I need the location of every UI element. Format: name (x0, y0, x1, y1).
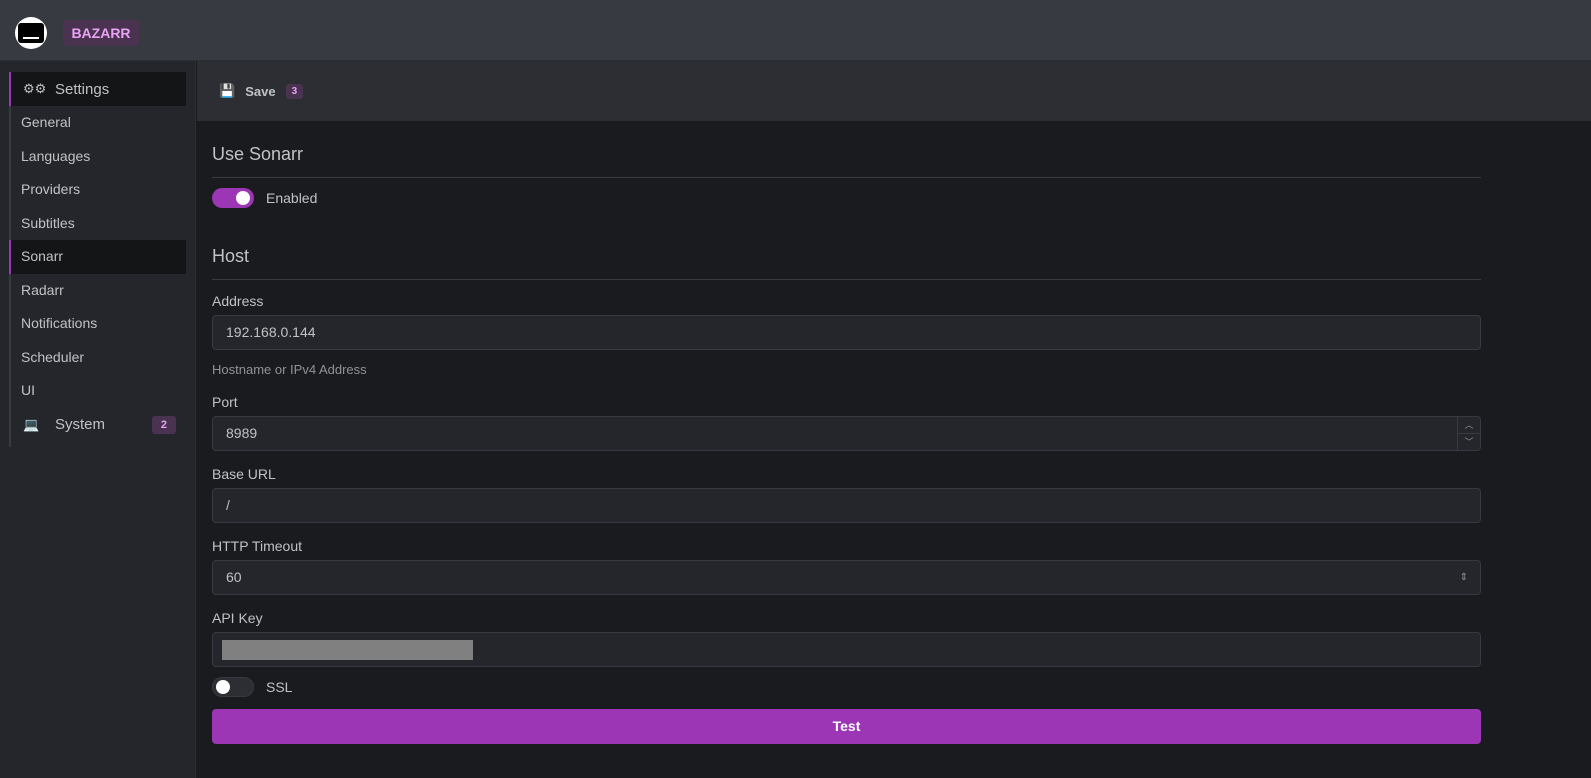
api-key-input[interactable] (212, 632, 1481, 667)
decrement-icon[interactable]: ﹀ (1464, 436, 1474, 447)
sidebar-item-radarr[interactable]: Radarr (21, 281, 64, 298)
sidebar-item-scheduler[interactable]: Scheduler (21, 348, 85, 365)
address-label: Address (212, 293, 264, 309)
sidebar-group-settings[interactable]: ⚙⚙ Settings (9, 72, 186, 106)
ssl-toggle[interactable] (212, 677, 254, 697)
base-url-label: Base URL (212, 466, 276, 482)
base-url-input[interactable]: / (212, 488, 1481, 523)
address-hint: Hostname or IPv4 Address (212, 362, 367, 377)
sidebar-item-general[interactable]: General (21, 114, 71, 130)
sidebar-item-providers[interactable]: Providers (21, 181, 81, 197)
sidebar-item-subtitles[interactable]: Subtitles (21, 214, 75, 231)
sidebar-group-label: System (55, 416, 106, 433)
section-title-host: Host (212, 246, 1481, 280)
toolbar: 💾 Save 3 (197, 61, 1591, 121)
save-button[interactable]: 💾 Save 3 (219, 83, 304, 99)
sidebar-item-sonarr[interactable]: Sonarr (9, 240, 186, 274)
sidebar-group-label: Settings (55, 80, 110, 98)
sidebar-item-ui[interactable]: UI (21, 382, 35, 398)
updown-icon: ⇕ (1459, 572, 1468, 583)
floppy-icon: 💾 (219, 83, 236, 98)
enabled-label: Enabled (266, 190, 318, 206)
sidebar: ⚙⚙ Settings General Languages Providers S… (0, 61, 196, 778)
brand-badge[interactable]: BAZARR (63, 20, 139, 46)
redacted-key (222, 640, 473, 660)
timeout-value: 60 (226, 569, 242, 585)
sonarr-settings: Use Sonarr Enabled Host Address 192.168.… (212, 121, 1481, 744)
sidebar-item-notifications[interactable]: Notifications (21, 315, 98, 331)
system-badge: 2 (151, 415, 176, 434)
app-header: BAZARR (0, 0, 1591, 61)
gears-icon: ⚙⚙ (23, 81, 47, 96)
ssl-label: SSL (266, 679, 293, 695)
api-key-label: API Key (212, 610, 263, 626)
sidebar-item-languages[interactable]: Languages (21, 147, 91, 164)
save-label: Save (245, 83, 276, 99)
increment-icon[interactable]: ︿ (1458, 417, 1480, 434)
timeout-label: HTTP Timeout (212, 538, 302, 554)
laptop-icon: 💻 (23, 416, 40, 432)
logo-icon[interactable] (15, 17, 47, 49)
port-label: Port (212, 394, 238, 410)
port-input[interactable]: 8989 ︿ ﹀ (212, 416, 1481, 451)
enabled-toggle[interactable] (212, 188, 254, 208)
address-input[interactable]: 192.168.0.144 (212, 315, 1481, 350)
test-button[interactable]: Test (212, 709, 1481, 744)
section-title-use-sonarr: Use Sonarr (212, 144, 1481, 178)
timeout-select[interactable]: 60 ⇕ (212, 560, 1481, 595)
sidebar-group-system[interactable]: 💻 System 2 (11, 408, 186, 442)
port-value: 8989 (226, 425, 258, 441)
save-badge: 3 (285, 83, 304, 99)
